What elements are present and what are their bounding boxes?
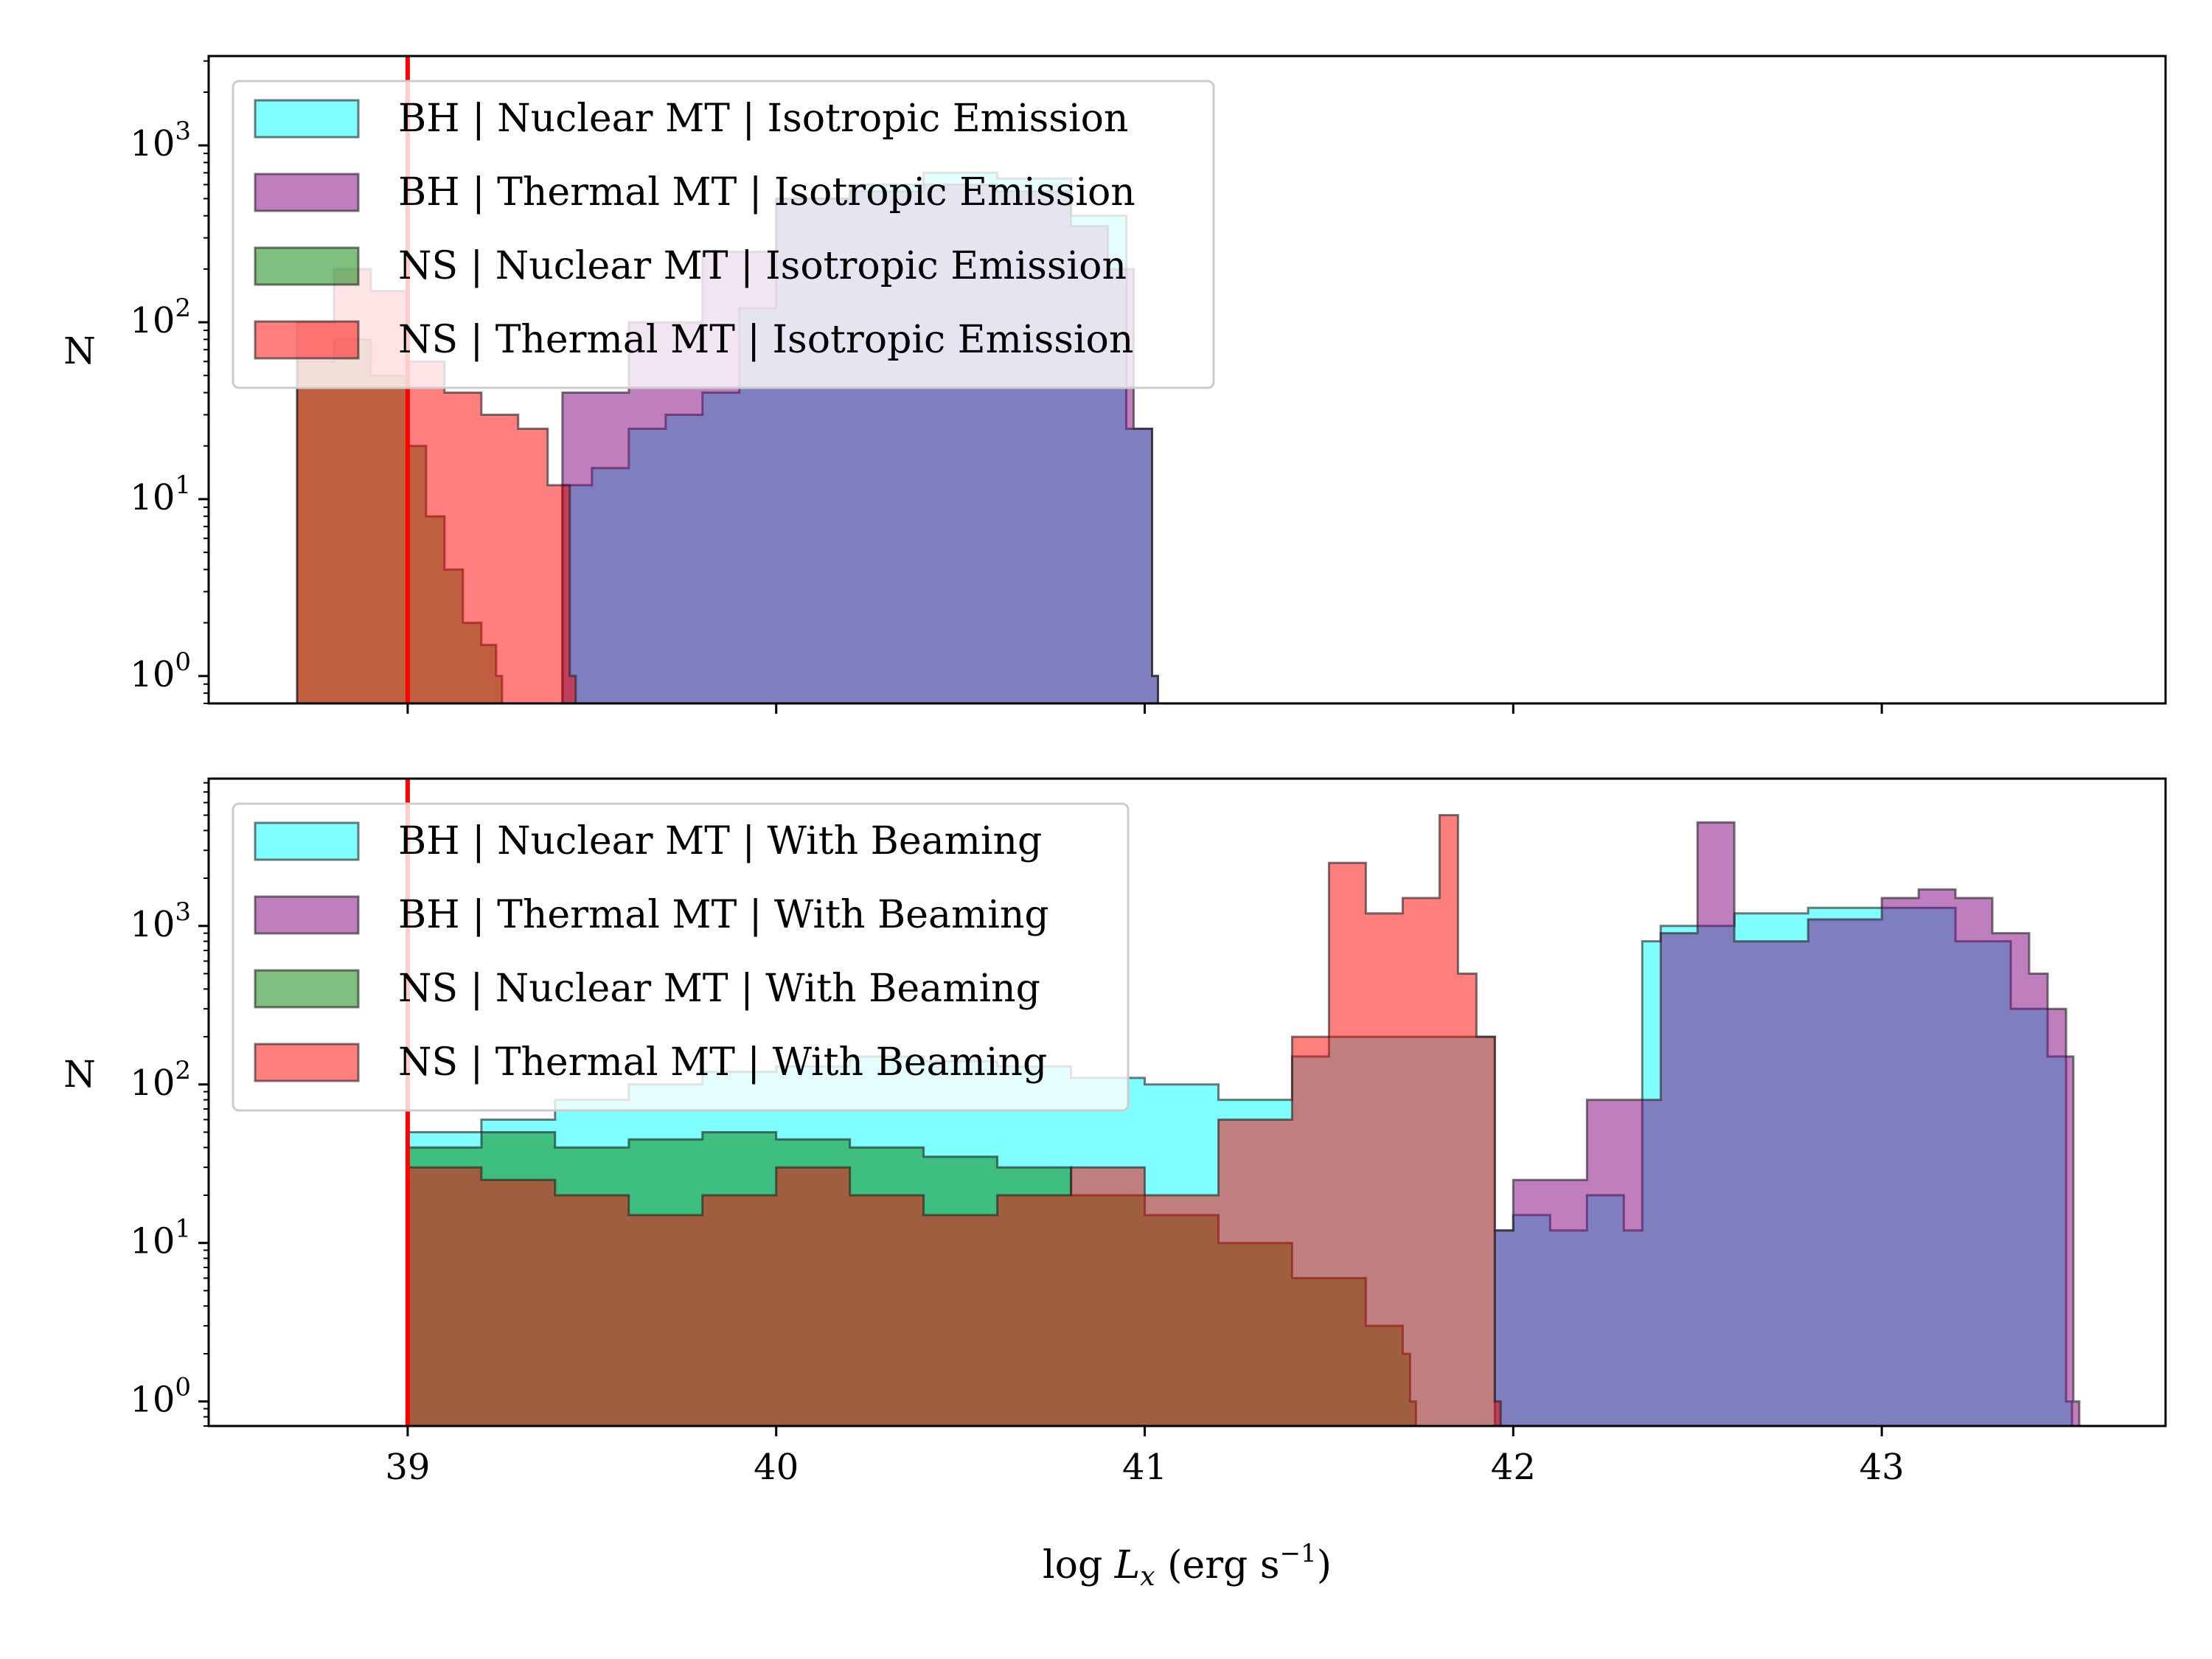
bottom-x-ticks: 39 40 41 42 43 (385, 1426, 1905, 1488)
bottom-series-bh-thermal-mt-with-beaming (1493, 821, 2081, 1426)
top-legend-swatch (254, 173, 360, 212)
bottom-legend: BH | Nuclear MT | With Beaming BH | Therm… (232, 802, 1130, 1112)
bottom-x-tick-label: 40 (754, 1447, 799, 1488)
bottom-y-ticks: 100 101 102 103 (130, 782, 209, 1427)
top-y-tick-label: 102 (130, 293, 191, 341)
bottom-legend-label: NS | Thermal MT | With Beaming (398, 1040, 1047, 1085)
top-legend-swatch (254, 246, 360, 286)
top-legend-label: BH | Nuclear MT | Isotropic Emission (398, 97, 1128, 141)
bottom-histograms (406, 814, 2081, 1426)
top-x-ticks (406, 703, 1883, 714)
bottom-x-tick-label: 39 (385, 1447, 430, 1488)
bottom-y-axis-label: N (63, 1053, 96, 1096)
bottom-y-tick-label: 100 (130, 1373, 191, 1421)
bottom-legend-swatch (254, 895, 360, 935)
bottom-y-tick-label: 102 (130, 1056, 191, 1104)
bottom-x-tick-label: 43 (1860, 1447, 1905, 1488)
bottom-y-tick-label: 101 (130, 1214, 191, 1262)
top-legend-swatch (254, 320, 360, 360)
bottom-legend-label: NS | Nuclear MT | With Beaming (398, 967, 1040, 1011)
bottom-legend-swatch (254, 969, 360, 1009)
bottom-series-ns-thermal-mt-with-beaming (406, 814, 1502, 1426)
bottom-legend-swatch (254, 1043, 360, 1082)
top-panel: 100 101 102 103 N BH | Nuclear MT | Isotrop… (63, 55, 2167, 714)
top-legend-swatch (254, 99, 360, 139)
top-y-axis-label: N (63, 330, 96, 372)
top-legend-label: BH | Thermal MT | Isotropic Emission (398, 170, 1135, 215)
top-legend-label: NS | Nuclear MT | Isotropic Emission (398, 244, 1127, 288)
top-plot-frame (207, 55, 2167, 705)
top-legend: BH | Nuclear MT | Isotropic Emission BH |… (232, 80, 1215, 389)
x-axis-label: log Lx (erg s−1) (1043, 1539, 1332, 1592)
bottom-legend-swatch (254, 821, 360, 861)
bottom-x-tick-label: 42 (1491, 1447, 1536, 1488)
bottom-y-tick-label: 103 (130, 897, 191, 945)
bottom-plot-frame (207, 777, 2167, 1427)
bottom-legend-label: BH | Nuclear MT | With Beaming (398, 819, 1042, 863)
top-y-tick-label: 103 (130, 116, 191, 164)
top-y-tick-label: 101 (130, 470, 191, 518)
bottom-x-tick-label: 41 (1122, 1447, 1167, 1488)
bottom-legend-label: BH | Thermal MT | With Beaming (398, 893, 1049, 937)
top-y-tick-label: 100 (130, 647, 191, 695)
top-y-ticks: 100 101 102 103 (130, 60, 209, 704)
top-legend-label: NS | Thermal MT | Isotropic Emission (398, 318, 1133, 362)
bottom-panel: 100 101 102 103 39 40 41 42 43 N BH | Nuclear M… (63, 777, 2167, 1488)
